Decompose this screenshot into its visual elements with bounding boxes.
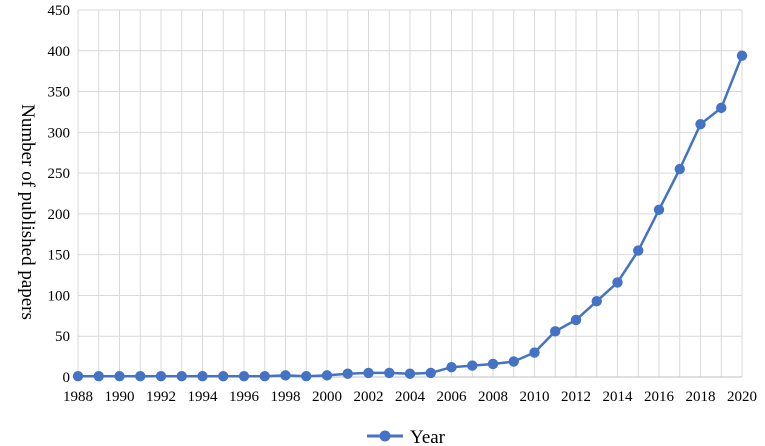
x-tick-label: 2008 — [478, 389, 508, 405]
data-point — [238, 370, 250, 382]
x-tick-label: 1998 — [271, 389, 301, 405]
y-tick-label: 150 — [48, 248, 71, 264]
y-tick-label: 450 — [48, 3, 71, 19]
y-tick-label: 0 — [63, 370, 71, 386]
data-point — [176, 370, 187, 382]
data-point — [259, 370, 270, 382]
data-point — [384, 367, 395, 379]
legend: Year — [367, 427, 446, 446]
x-tick-label: 2004 — [395, 389, 426, 405]
data-point — [487, 358, 499, 370]
legend-marker-swatch — [379, 430, 391, 442]
y-tick-label: 250 — [48, 166, 71, 182]
data-point — [529, 347, 540, 358]
x-tick-label: 1994 — [188, 389, 219, 405]
y-axis-ticks: 0 50 100 150 200 250 300 350 400 450 — [48, 3, 71, 386]
x-axis-ticks: 1988 1990 1992 1994 1996 1998 2000 2002 2004 2006… — [63, 389, 757, 405]
data-point — [467, 360, 478, 371]
data-point — [695, 118, 706, 130]
x-tick-label: 2010 — [520, 389, 550, 405]
data-point — [280, 370, 291, 381]
data-point — [135, 370, 146, 382]
data-point — [342, 368, 353, 379]
data-point — [653, 204, 665, 216]
x-tick-label: 2002 — [354, 389, 384, 405]
x-tick-label: 2018 — [686, 389, 716, 405]
x-tick-label: 1990 — [105, 389, 135, 405]
data-point — [570, 314, 582, 326]
series — [72, 50, 748, 382]
data-point — [218, 370, 229, 382]
data-point — [321, 370, 333, 381]
data-point — [446, 362, 457, 373]
x-tick-label: 1992 — [146, 389, 176, 405]
y-axis-title: Number of published papers — [17, 104, 38, 320]
data-point — [674, 163, 685, 175]
y-tick-label: 300 — [48, 125, 71, 141]
data-point — [155, 370, 167, 382]
data-point — [93, 370, 104, 382]
data-point — [197, 370, 208, 382]
data-point — [612, 277, 623, 288]
x-tick-label: 2006 — [437, 389, 468, 405]
data-point — [114, 370, 125, 382]
data-point — [72, 370, 84, 382]
y-tick-label: 350 — [48, 85, 71, 101]
data-point — [550, 326, 561, 337]
data-point — [633, 245, 644, 256]
data-point — [425, 367, 436, 379]
y-tick-label: 200 — [48, 207, 71, 223]
data-point — [404, 368, 416, 379]
x-tick-label: 1996 — [229, 389, 260, 405]
gridlines — [77, 9, 743, 378]
x-tick-label: 2016 — [644, 389, 675, 405]
data-point — [508, 356, 519, 367]
data-point — [363, 367, 374, 379]
data-point — [736, 50, 748, 61]
x-tick-label: 2000 — [312, 389, 342, 405]
y-tick-label: 100 — [48, 288, 71, 304]
x-tick-label: 1988 — [63, 389, 93, 405]
data-point — [301, 370, 312, 382]
y-tick-label: 400 — [48, 44, 71, 60]
y-tick-label: 50 — [55, 329, 70, 345]
legend-label-year: Year — [410, 427, 446, 446]
data-point — [716, 102, 727, 114]
x-tick-label: 2020 — [727, 389, 757, 405]
x-tick-label: 2014 — [603, 389, 634, 405]
data-point — [591, 295, 602, 307]
x-tick-label: 2012 — [561, 389, 591, 405]
